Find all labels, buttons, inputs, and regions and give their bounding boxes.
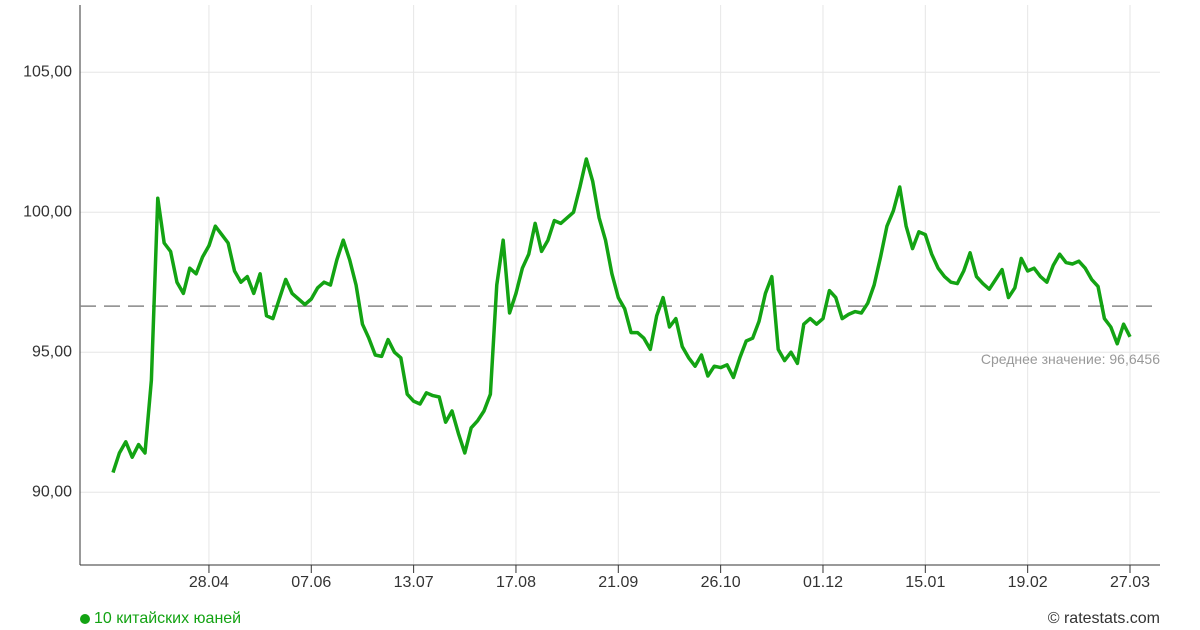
x-tick-label: 28.04 (189, 574, 229, 591)
x-tick-label: 19.02 (1008, 574, 1048, 591)
x-tick-label: 26.10 (701, 574, 741, 591)
y-tick-label: 105,00 (23, 63, 72, 80)
x-tick-label: 13.07 (394, 574, 434, 591)
y-tick-label: 95,00 (32, 343, 72, 360)
x-tick-label: 07.06 (291, 574, 331, 591)
y-tick-label: 90,00 (32, 483, 72, 500)
x-tick-label: 27.03 (1110, 574, 1150, 591)
series-line (111, 157, 1132, 474)
y-tick-label: 100,00 (23, 203, 72, 220)
x-tick-label: 17.08 (496, 574, 536, 591)
x-tick-label: 21.09 (598, 574, 638, 591)
legend-label: 10 китайских юаней (94, 610, 241, 627)
credit: © ratestats.com (1048, 610, 1160, 627)
x-tick-label: 01.12 (803, 574, 843, 591)
legend-marker (80, 614, 90, 624)
x-tick-label: 15.01 (905, 574, 945, 591)
mean-label: Среднее значение: 96,6456 (981, 351, 1160, 367)
